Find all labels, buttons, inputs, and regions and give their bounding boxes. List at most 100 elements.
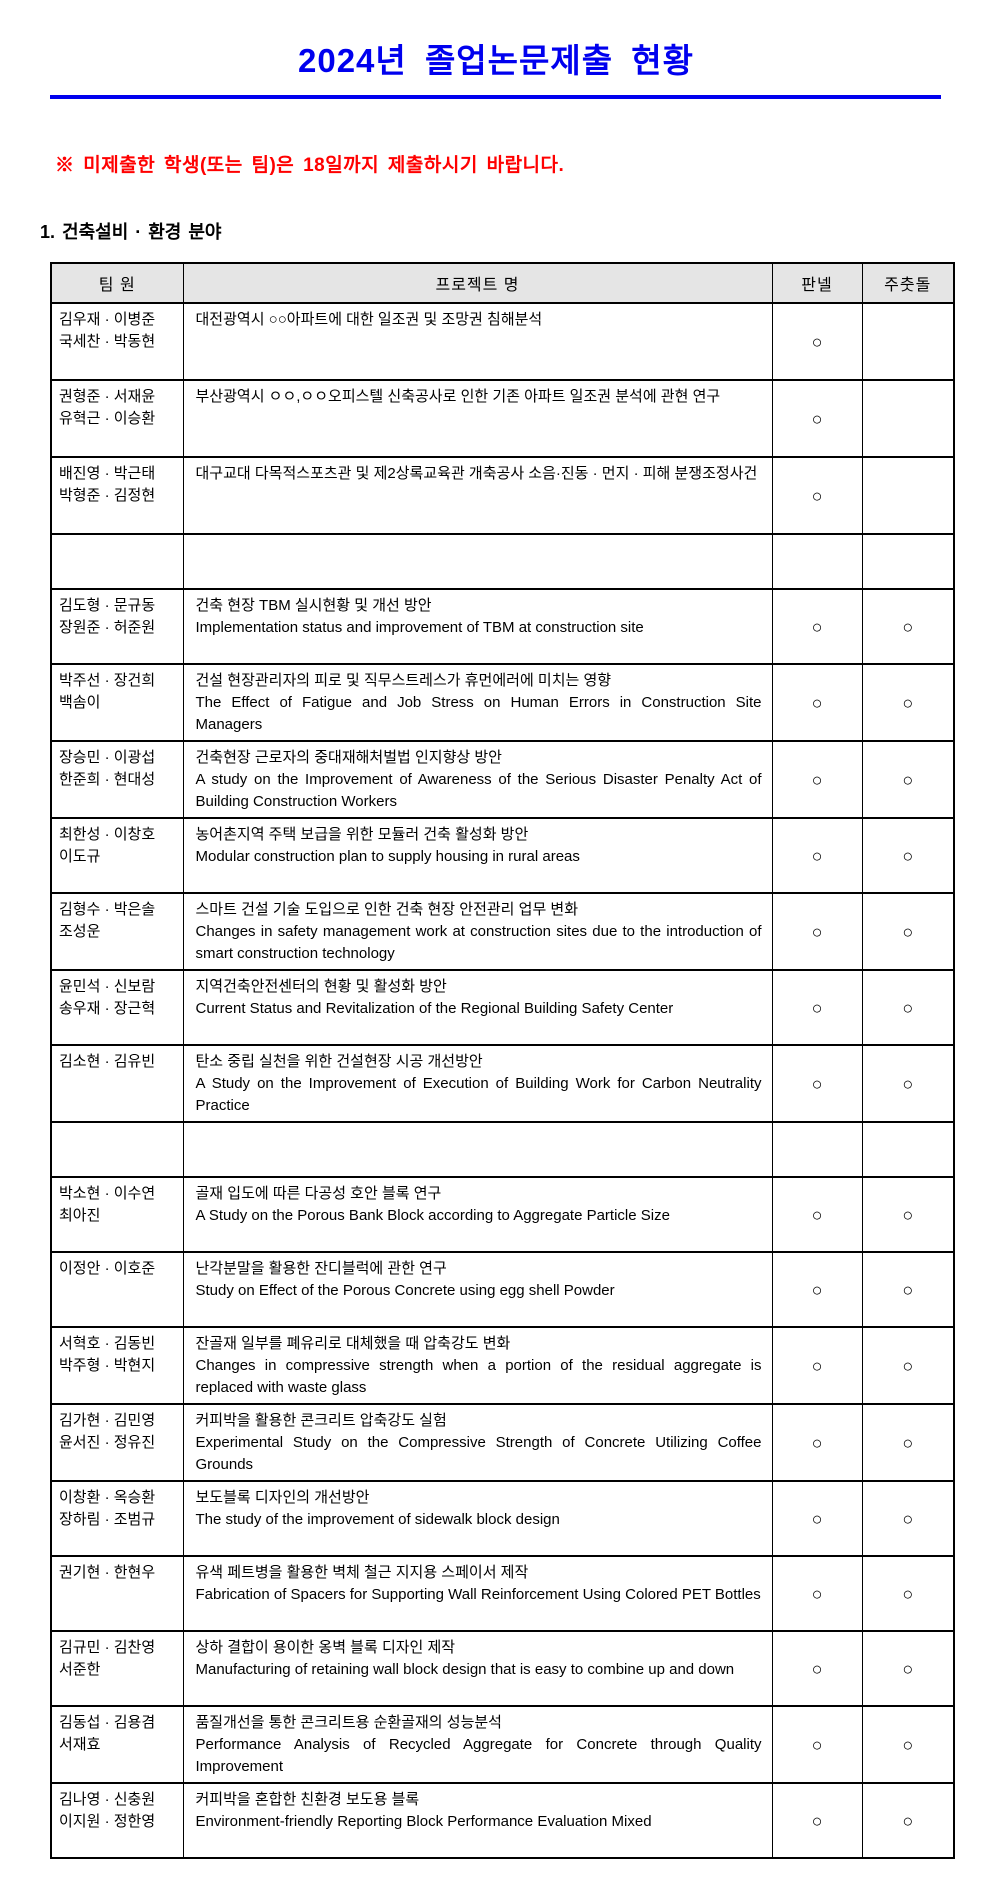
- panel-mark-cell: ○: [771, 663, 863, 742]
- project-cell: 지역건축안전센터의 현황 및 활성화 방안 Current Status and …: [182, 969, 773, 1046]
- team-names: 이지원 · 정한영: [59, 1813, 156, 1830]
- project-title-korean: 대구교대 다목적스포츠관 및 제2상록교육관 개축공사 소음·진동 · 먼지 ·…: [195, 465, 758, 482]
- project-cell: 잔골재 일부를 폐유리로 대체했을 때 압축강도 변화 Changes in co…: [182, 1326, 773, 1405]
- panel-mark-cell: ○: [771, 1630, 863, 1707]
- panel-mark-cell: ○: [771, 1403, 863, 1482]
- team-cell: 이정안 · 이호준: [50, 1251, 184, 1328]
- project-title-english: Fabrication of Spacers for Supporting Wa…: [195, 1586, 761, 1603]
- cornerstone-mark-cell: ○: [861, 1251, 955, 1328]
- team-cell: 장승민 · 이광섭 한준희 · 현대성: [50, 740, 184, 819]
- team-names: 김도형 · 문규동: [59, 597, 156, 614]
- project-cell: 골재 입도에 따른 다공성 호안 블록 연구 A Study on the Por…: [182, 1176, 773, 1253]
- team-names: 국세찬 · 박동현: [59, 333, 156, 350]
- panel-mark-cell: ○: [771, 456, 863, 535]
- team-names: 송우재 · 장근혁: [59, 1000, 156, 1017]
- table-row: 박주선 · 장건희 백솜이 건설 현장관리자의 피로 및 직무스트레스가 휴먼에러에…: [50, 663, 955, 742]
- team-names: 김동섭 · 김용겸: [59, 1714, 156, 1731]
- team-names: 권형준 · 서재윤: [59, 388, 156, 405]
- project-cell: 대구교대 다목적스포츠관 및 제2상록교육관 개축공사 소음·진동 · 먼지 ·…: [182, 456, 773, 535]
- team-names: 김나영 · 신충원: [59, 1791, 156, 1808]
- project-title-korean: 상하 결합이 용이한 옹벽 블록 디자인 제작: [195, 1639, 456, 1656]
- cornerstone-mark-cell: ○: [861, 1326, 955, 1405]
- table-row: 최한성 · 이창호 이도규 농어촌지역 주택 보급을 위한 모듈러 건축 활성화 방…: [50, 817, 955, 894]
- table-row: 서혁호 · 김동빈 박주형 · 박현지 잔골재 일부를 폐유리로 대체했을 때 압축…: [50, 1326, 955, 1405]
- panel-mark-cell: ○: [771, 817, 863, 894]
- column-header-project: 프로젝트 명: [182, 262, 773, 304]
- column-header-panel: 판넬: [771, 262, 863, 304]
- project-title-english: Implementation status and improvement of…: [195, 619, 644, 636]
- team-names: 유혁근 · 이승환: [59, 410, 156, 427]
- table-row: 김우재 · 이병준 국세찬 · 박동현 대전광역시 ○○아파트에 대한 일조권 및 …: [50, 302, 955, 381]
- thesis-table-body: 김우재 · 이병준 국세찬 · 박동현 대전광역시 ○○아파트에 대한 일조권 및 …: [50, 302, 955, 1859]
- project-cell: 품질개선을 통한 콘크리트용 순환골재의 성능분석 Performance Ana…: [182, 1705, 773, 1784]
- panel-mark-cell: [771, 1121, 863, 1178]
- team-cell: 김형수 · 박은솔 조성운: [50, 892, 184, 971]
- panel-mark-cell: ○: [771, 1555, 863, 1632]
- project-title-korean: 커피박을 혼합한 친환경 보도용 블록: [195, 1791, 420, 1808]
- thesis-table: 팀 원 프로젝트 명 판넬 주춧돌 김우재 · 이병준 국세찬 · 박동현 대전광역…: [50, 262, 955, 1859]
- team-names: 이창환 · 옥승환: [59, 1489, 156, 1506]
- team-names: 이도규: [59, 848, 101, 865]
- project-title-korean: 골재 입도에 따른 다공성 호안 블록 연구: [195, 1185, 442, 1202]
- project-title-korean: 건축 현장 TBM 실시현황 및 개선 방안: [195, 597, 432, 614]
- table-row: 박소현 · 이수연 최아진 골재 입도에 따른 다공성 호안 블록 연구 A Stud…: [50, 1176, 955, 1253]
- team-names: 백솜이: [59, 694, 101, 711]
- column-header-team: 팀 원: [50, 262, 184, 304]
- panel-mark-cell: ○: [771, 740, 863, 819]
- team-cell: 김규민 · 김찬영 서준한: [50, 1630, 184, 1707]
- team-names: 이정안 · 이호준: [59, 1260, 156, 1277]
- project-title-korean: 스마트 건설 기술 도입으로 인한 건축 현장 안전관리 업무 변화: [195, 901, 579, 918]
- project-title-english: Performance Analysis of Recycled Aggrega…: [195, 1736, 762, 1775]
- project-cell: 농어촌지역 주택 보급을 위한 모듈러 건축 활성화 방안 Modular con…: [182, 817, 773, 894]
- table-row: 김소현 · 김유빈 탄소 중립 실천을 위한 건설현장 시공 개선방안 A Stud…: [50, 1044, 955, 1123]
- cornerstone-mark-cell: [861, 1121, 955, 1178]
- project-title-english: A Study on the Porous Bank Block accordi…: [195, 1207, 670, 1224]
- team-names: 김우재 · 이병준: [59, 311, 156, 328]
- team-names: 박소현 · 이수연: [59, 1185, 156, 1202]
- project-cell: [182, 1121, 773, 1178]
- project-title-korean: 탄소 중립 실천을 위한 건설현장 시공 개선방안: [195, 1053, 483, 1070]
- project-title-korean: 부산광역시 ㅇㅇ,ㅇㅇ오피스텔 신축공사로 인한 기존 아파트 일조권 분석에 …: [195, 388, 721, 405]
- table-row: 김가현 · 김민영 윤서진 · 정유진 커피박을 활용한 콘크리트 압축강도 실험 E…: [50, 1403, 955, 1482]
- cornerstone-mark-cell: ○: [861, 1782, 955, 1859]
- cornerstone-mark-cell: ○: [861, 892, 955, 971]
- project-cell: 탄소 중립 실천을 위한 건설현장 시공 개선방안 A Study on the …: [182, 1044, 773, 1123]
- project-title-korean: 농어촌지역 주택 보급을 위한 모듈러 건축 활성화 방안: [195, 826, 529, 843]
- panel-mark-cell: ○: [771, 1326, 863, 1405]
- cornerstone-mark-cell: ○: [861, 1480, 955, 1557]
- team-cell: [50, 533, 184, 590]
- section-title: 1. 건축설비 · 환경 분야: [40, 222, 222, 242]
- panel-mark-cell: ○: [771, 588, 863, 665]
- team-names: 최한성 · 이창호: [59, 826, 156, 843]
- project-title-korean: 품질개선을 통한 콘크리트용 순환골재의 성능분석: [195, 1714, 502, 1731]
- page-title: 2024년 졸업논문제출 현황: [298, 42, 694, 79]
- project-cell: 보도블록 디자인의 개선방안 The study of the improveme…: [182, 1480, 773, 1557]
- table-row: 김도형 · 문규동 장원준 · 허준원 건축 현장 TBM 실시현황 및 개선 방안…: [50, 588, 955, 665]
- panel-mark-cell: ○: [771, 302, 863, 381]
- project-title-korean: 건설 현장관리자의 피로 및 직무스트레스가 휴먼에러에 미치는 영향: [195, 672, 612, 689]
- cornerstone-mark-cell: ○: [861, 1630, 955, 1707]
- separator-row: [50, 533, 955, 590]
- cornerstone-mark-cell: [861, 456, 955, 535]
- project-cell: 부산광역시 ㅇㅇ,ㅇㅇ오피스텔 신축공사로 인한 기존 아파트 일조권 분석에 …: [182, 379, 773, 458]
- team-cell: 김소현 · 김유빈: [50, 1044, 184, 1123]
- cornerstone-mark-cell: [861, 379, 955, 458]
- project-title-english: Experimental Study on the Compressive St…: [195, 1434, 762, 1473]
- project-cell: 커피박을 활용한 콘크리트 압축강도 실험 Experimental Study …: [182, 1403, 773, 1482]
- project-title-english: Changes in compressive strength when a p…: [195, 1357, 762, 1396]
- panel-mark-cell: [771, 533, 863, 590]
- table-row: 배진영 · 박근태 박형준 · 김정현 대구교대 다목적스포츠관 및 제2상록교육관…: [50, 456, 955, 535]
- project-title-english: The study of the improvement of sidewalk…: [195, 1511, 560, 1528]
- team-cell: [50, 1121, 184, 1178]
- team-names: 배진영 · 박근태: [59, 465, 156, 482]
- cornerstone-mark-cell: [861, 533, 955, 590]
- project-cell: 건설 현장관리자의 피로 및 직무스트레스가 휴먼에러에 미치는 영향 The E…: [182, 663, 773, 742]
- project-title-korean: 잔골재 일부를 폐유리로 대체했을 때 압축강도 변화: [195, 1335, 511, 1352]
- team-cell: 김가현 · 김민영 윤서진 · 정유진: [50, 1403, 184, 1482]
- team-names: 박주선 · 장건희: [59, 672, 156, 689]
- panel-mark-cell: ○: [771, 1480, 863, 1557]
- table-row: 윤민석 · 신보람 송우재 · 장근혁 지역건축안전센터의 현황 및 활성화 방안 C…: [50, 969, 955, 1046]
